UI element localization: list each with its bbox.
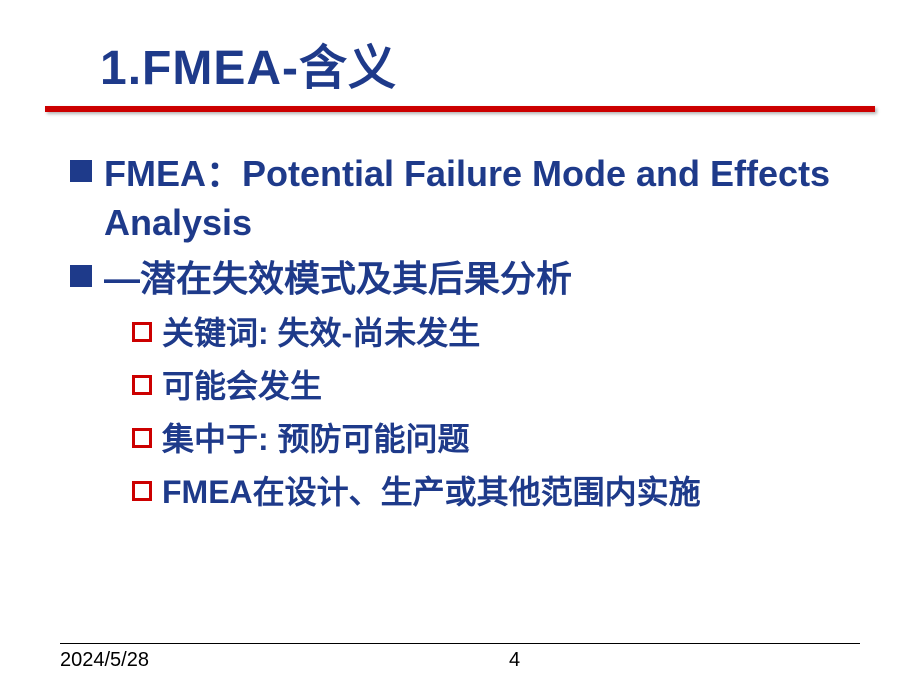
bullet-level2-text: 集中于: 预防可能问题 xyxy=(162,418,470,461)
bullet-level2-text: 关键词: 失效-尚未发生 xyxy=(162,312,480,355)
footer-divider xyxy=(60,643,860,644)
title-underline xyxy=(45,106,875,112)
bullet-level2-text: 可能会发生 xyxy=(162,365,322,408)
bullet-level1-item: —潜在失效模式及其后果分析 xyxy=(70,255,860,304)
slide-title: 1.FMEA-含义 xyxy=(100,28,860,98)
bullet-level2-item: FMEA在设计、生产或其他范围内实施 xyxy=(132,471,860,514)
bullet-level1-item: FMEA：Potential Failure Mode and Effects … xyxy=(70,150,860,247)
square-bullet-solid-icon xyxy=(70,265,92,287)
content-area: FMEA：Potential Failure Mode and Effects … xyxy=(70,150,860,515)
square-bullet-hollow-icon xyxy=(132,428,152,448)
bullet-level2-item: 可能会发生 xyxy=(132,365,860,408)
footer-page-number: 4 xyxy=(509,649,520,672)
slide-container: 1.FMEA-含义 FMEA：Potential Failure Mode an… xyxy=(0,0,920,690)
square-bullet-hollow-icon xyxy=(132,322,152,342)
bullet-level1-text: —潜在失效模式及其后果分析 xyxy=(104,255,572,304)
bullet-level2-text: FMEA在设计、生产或其他范围内实施 xyxy=(162,471,701,514)
square-bullet-hollow-icon xyxy=(132,481,152,501)
square-bullet-solid-icon xyxy=(70,160,92,182)
square-bullet-hollow-icon xyxy=(132,375,152,395)
footer-date: 2024/5/28 xyxy=(60,649,149,672)
bullet-level2-item: 集中于: 预防可能问题 xyxy=(132,418,860,461)
slide-footer: 2024/5/28 4 xyxy=(60,649,860,672)
bullet-level2-item: 关键词: 失效-尚未发生 xyxy=(132,312,860,355)
bullet-level1-text: FMEA：Potential Failure Mode and Effects … xyxy=(104,150,860,247)
